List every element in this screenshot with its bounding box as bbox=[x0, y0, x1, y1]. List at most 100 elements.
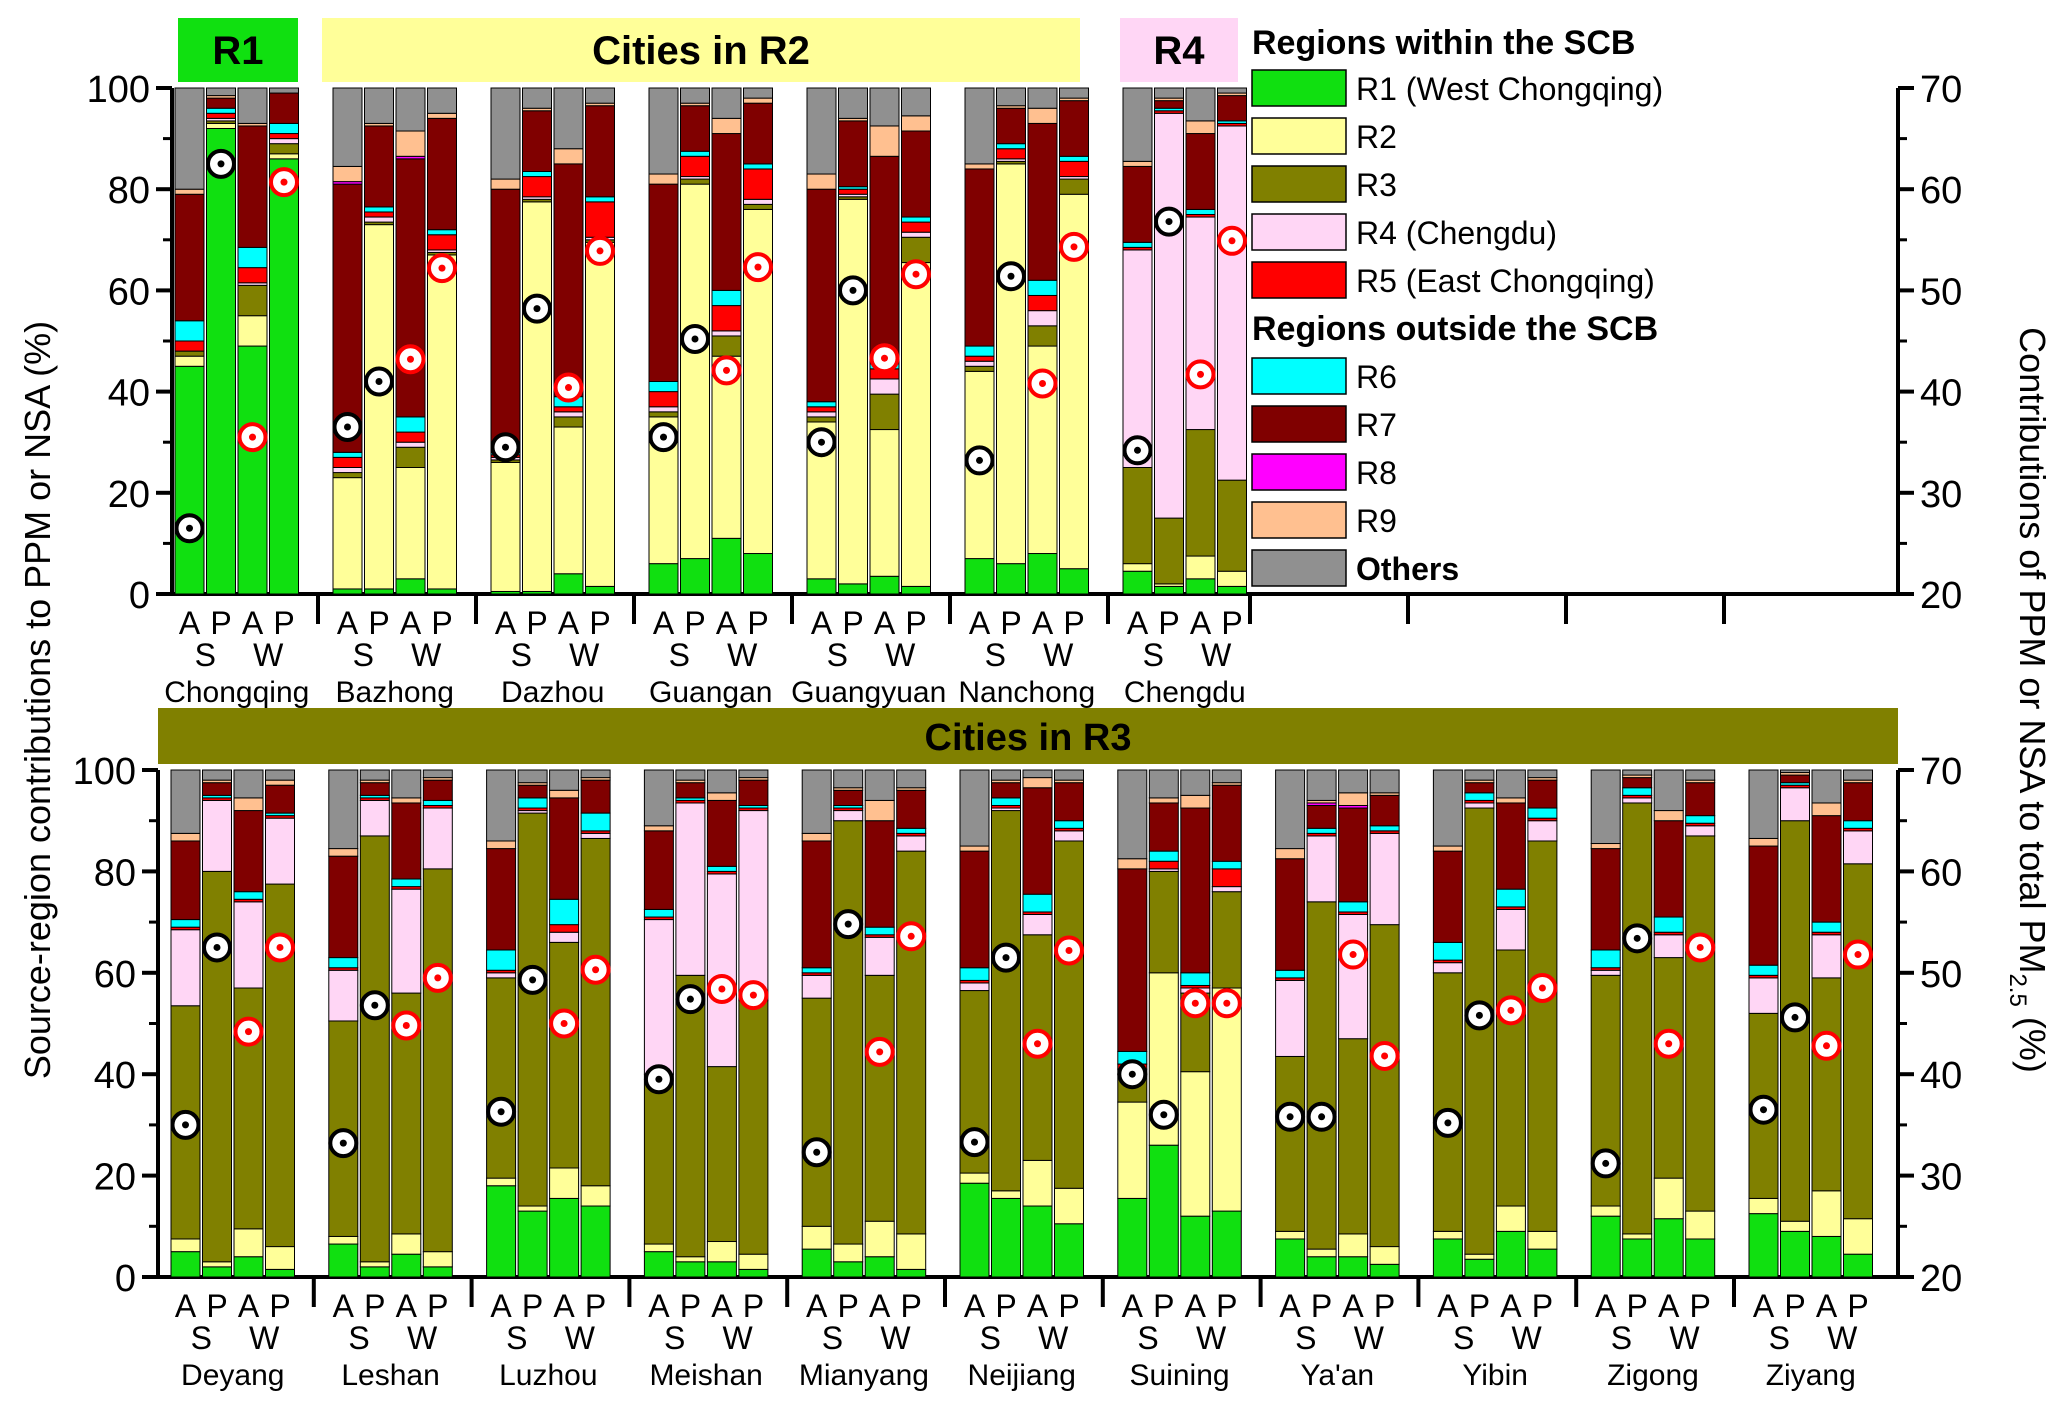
season-label-s: S bbox=[1295, 1320, 1316, 1356]
bar-segment-r6 bbox=[174, 320, 205, 342]
city-name-label: Luzhou bbox=[499, 1359, 597, 1392]
bar-segment-r4 bbox=[170, 929, 201, 1007]
bar-segment-r3 bbox=[648, 411, 679, 418]
bar-segment-r1 bbox=[1495, 1230, 1526, 1278]
bar-segment-r9 bbox=[743, 97, 773, 104]
bar-segment-others bbox=[233, 769, 264, 799]
left-axis-tick-label: 0 bbox=[115, 1258, 136, 1300]
bar-segment-r7 bbox=[1495, 802, 1526, 890]
ratio-marker-center bbox=[596, 247, 604, 255]
bar-segment-r7 bbox=[838, 120, 868, 188]
bar-segment-r2 bbox=[359, 1261, 390, 1268]
bar-segment-r9 bbox=[864, 799, 895, 822]
bar-segment-r5 bbox=[838, 188, 868, 195]
bar-segment-r7 bbox=[170, 840, 201, 921]
bar-type-label: A bbox=[806, 1288, 828, 1324]
bar-segment-others bbox=[991, 769, 1021, 781]
bar-segment-r4 bbox=[422, 807, 453, 870]
bar-segment-r6 bbox=[364, 206, 394, 213]
bar-segment-r2 bbox=[643, 1243, 674, 1253]
bar-segment-r9 bbox=[1122, 160, 1153, 167]
bar-segment-r3 bbox=[332, 472, 363, 479]
bar-segment-r3 bbox=[580, 837, 611, 1187]
bar-type-label: A bbox=[333, 1288, 355, 1324]
right-axis-title-end: (%) bbox=[2012, 1007, 2053, 1073]
bar-segment-r2 bbox=[522, 201, 552, 592]
ratio-marker-center bbox=[1128, 1070, 1136, 1078]
bar-segment-others bbox=[806, 87, 837, 175]
bar-type-label: P bbox=[368, 605, 389, 641]
city-name-label: Dazhou bbox=[501, 676, 604, 709]
bar-segment-r1 bbox=[675, 1261, 706, 1278]
bar-segment-r6 bbox=[269, 122, 299, 135]
bar-segment-r4 bbox=[1027, 310, 1058, 327]
bar-segment-r1 bbox=[1022, 1205, 1053, 1278]
bar-type-label: P bbox=[1784, 1288, 1805, 1324]
bar-segment-r4 bbox=[1054, 830, 1084, 842]
bar-type-label: A bbox=[1342, 1288, 1364, 1324]
bar-segment-r1 bbox=[1653, 1218, 1684, 1278]
bar-segment-r6 bbox=[648, 380, 679, 393]
bar-segment-r3 bbox=[549, 941, 580, 1169]
bar-segment-r3 bbox=[896, 850, 927, 1235]
ratio-marker-center bbox=[1318, 1113, 1326, 1121]
ratio-marker-center bbox=[565, 384, 572, 392]
bar-segment-r6 bbox=[896, 827, 927, 834]
bar-segment-r1 bbox=[328, 1243, 359, 1278]
bar-segment-r2 bbox=[269, 153, 299, 160]
bar-segment-r6 bbox=[549, 898, 580, 926]
bar-segment-r2 bbox=[1622, 1233, 1653, 1240]
bar-segment-r2 bbox=[206, 122, 236, 129]
bar-segment-r7 bbox=[896, 789, 927, 829]
season-label-w: W bbox=[411, 637, 442, 673]
ratio-marker-center bbox=[280, 178, 288, 186]
bar-segment-r7 bbox=[1306, 804, 1337, 829]
ratio-marker-center bbox=[1034, 1040, 1041, 1048]
bar-segment-r1 bbox=[332, 588, 363, 595]
bar-type-label: A bbox=[1753, 1288, 1775, 1324]
bar-segment-others bbox=[427, 87, 457, 114]
bar-segment-r1 bbox=[1432, 1238, 1463, 1278]
bar-segment-r6 bbox=[1653, 916, 1684, 933]
bar-segment-r5 bbox=[648, 391, 679, 408]
bar-segment-r7 bbox=[1180, 807, 1211, 974]
bar-segment-r2 bbox=[265, 1246, 295, 1270]
bar-segment-r9 bbox=[1180, 794, 1211, 809]
bar-type-label: A bbox=[558, 605, 580, 641]
bar-segment-r1 bbox=[743, 553, 773, 595]
bar-segment-r6 bbox=[1811, 921, 1842, 933]
bar-segment-others bbox=[1811, 769, 1842, 804]
bar-segment-others bbox=[1748, 769, 1779, 839]
season-label-w: W bbox=[569, 637, 600, 673]
legend-label-r1: R1 (West Chongqing) bbox=[1356, 71, 1663, 107]
bar-segment-r4 bbox=[1527, 820, 1558, 842]
bar-segment-r1 bbox=[517, 1210, 548, 1278]
ratio-marker-center bbox=[402, 1022, 410, 1030]
bar-type-label: A bbox=[648, 1288, 670, 1324]
bar-segment-others bbox=[1369, 769, 1400, 794]
ratio-marker-center bbox=[1160, 1111, 1168, 1119]
bar-segment-others bbox=[1180, 769, 1211, 796]
right-axis-tick-label: 70 bbox=[1920, 69, 1962, 111]
bar-segment-r2 bbox=[1338, 1233, 1369, 1258]
bar-segment-others bbox=[675, 769, 706, 781]
bar-segment-r4 bbox=[553, 411, 584, 418]
bar-segment-r2 bbox=[996, 163, 1026, 565]
bar-type-label: P bbox=[901, 1288, 922, 1324]
bar-type-label: A bbox=[1500, 1288, 1522, 1324]
bar-segment-others bbox=[801, 769, 832, 834]
bar-segment-r2 bbox=[174, 355, 205, 367]
season-label-s: S bbox=[1453, 1320, 1474, 1356]
bar-segment-r4 bbox=[1185, 216, 1216, 431]
bar-segment-others bbox=[522, 87, 552, 109]
bar-segment-r9 bbox=[643, 825, 674, 832]
season-label-w: W bbox=[565, 1320, 596, 1356]
bar-segment-r2 bbox=[1122, 563, 1153, 572]
bar-segment-r6 bbox=[1027, 279, 1058, 296]
bar-segment-r6 bbox=[1059, 155, 1089, 162]
ratio-marker-center bbox=[976, 456, 983, 464]
bar-type-label: P bbox=[1153, 1288, 1174, 1324]
